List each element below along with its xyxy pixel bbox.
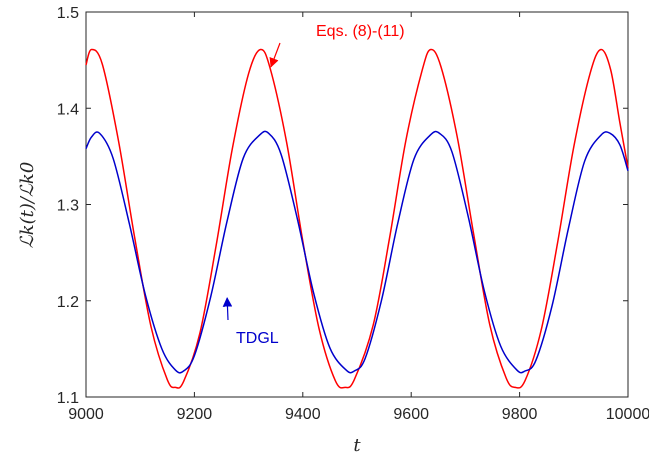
annotation-tdgl-arrow: [222, 297, 233, 321]
series-line-tdgl: [85, 130, 629, 374]
y-tick-label: 1.5: [57, 5, 79, 22]
series-layer: [85, 48, 629, 389]
annotation-eqs-arrow: [269, 42, 281, 68]
x-tick-label: 9800: [502, 406, 538, 423]
y-tick-label: 1.3: [57, 198, 79, 215]
annotation-eqs-label: Eqs. (8)-(11): [316, 23, 405, 40]
y-tick-label: 1.1: [57, 390, 79, 407]
y-tick-label: 1.2: [57, 294, 79, 311]
x-tick-label: 9200: [177, 406, 213, 423]
series-line-eqs: [85, 48, 629, 389]
x-tick-label: 9400: [285, 406, 321, 423]
x-tick-label: 10000: [606, 406, 649, 423]
annotation-tdgl-label: TDGL: [236, 330, 279, 347]
y-tick-label: 1.4: [57, 101, 79, 118]
annotation-layer: Eqs. (8)-(11) TDGL: [222, 23, 405, 347]
y-axis-title: ℒk(t)/ℒk0: [17, 162, 38, 249]
plot-area: [85, 11, 629, 398]
tick-layer: 9000 9200 9400 9600 9800 10000 1.1 1.2 1.3 1.4 1.5: [57, 5, 649, 423]
x-tick-label: 9000: [68, 406, 104, 423]
x-tick-label: 9600: [393, 406, 429, 423]
x-axis-title: t: [353, 435, 361, 456]
